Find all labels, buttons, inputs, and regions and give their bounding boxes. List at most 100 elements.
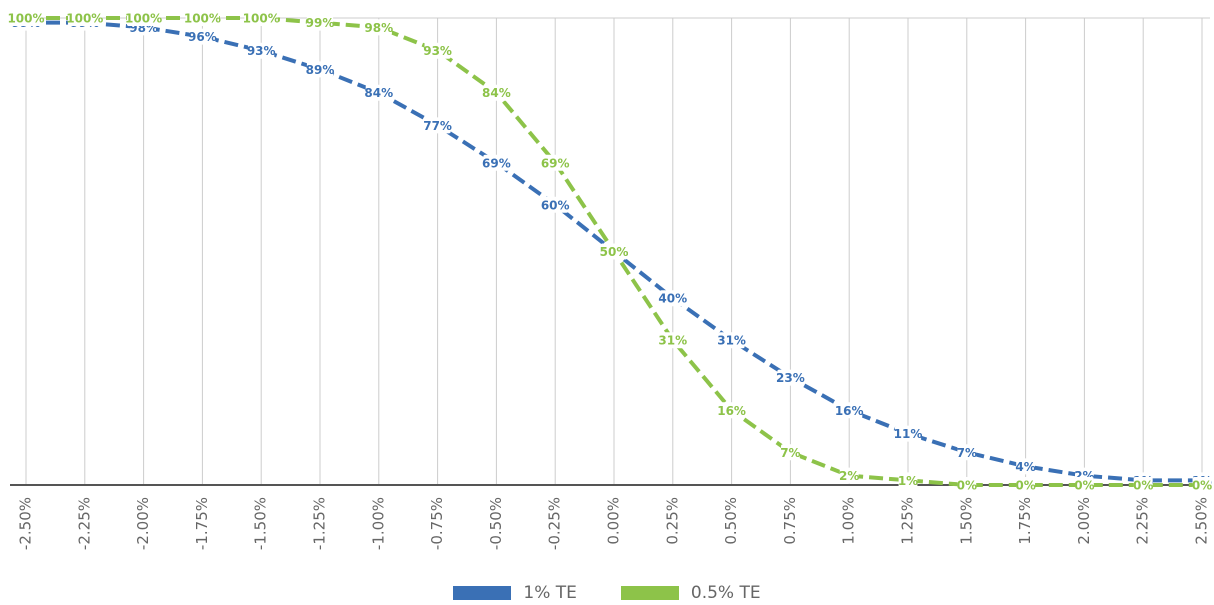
legend-item-0-5pct-te[interactable]: 0.5% TE	[620, 583, 761, 603]
data-label: 89%	[306, 63, 335, 77]
data-label: 31%	[717, 334, 746, 348]
data-label-bg	[542, 196, 569, 213]
data-label: 7%	[957, 446, 977, 460]
data-label: 98%	[364, 21, 393, 35]
data-label-bg	[365, 19, 392, 36]
x-tick-label: 0.50%	[722, 497, 740, 545]
data-label-bg	[424, 117, 451, 134]
data-label: 1%	[898, 474, 918, 488]
legend-label-0-5pct-te: 0.5% TE	[690, 583, 761, 603]
data-label-bg	[957, 477, 977, 493]
data-label-bg	[9, 10, 43, 26]
data-label: 7%	[780, 446, 800, 460]
data-label-bg	[1016, 477, 1035, 493]
data-label-bg	[185, 10, 220, 26]
legend-label-1pct-te: 1% TE	[523, 583, 577, 603]
data-label: 4%	[1015, 460, 1035, 474]
data-label: 93%	[423, 44, 452, 58]
data-label-bg	[781, 444, 800, 461]
data-label-bg	[659, 332, 686, 349]
data-label-bg	[483, 84, 510, 101]
x-tick-label: -0.25%	[546, 497, 564, 550]
data-label-bg	[365, 84, 392, 101]
legend: 1% TE 0.5% TE	[0, 583, 1214, 603]
data-label: 60%	[541, 198, 570, 212]
data-label-bg	[718, 332, 745, 349]
data-label: 50%	[600, 245, 629, 259]
data-label: 16%	[717, 404, 746, 418]
x-tick-label: 0.00%	[605, 497, 623, 545]
data-label-bg	[894, 425, 922, 442]
x-tick-label: -0.50%	[487, 497, 505, 550]
data-label-bg	[600, 243, 628, 260]
data-label: 2%	[839, 469, 859, 483]
x-tick-label: 1.25%	[899, 497, 917, 545]
data-label-bg	[424, 42, 451, 59]
data-label-bg	[244, 10, 278, 26]
data-label: 93%	[247, 44, 276, 58]
x-tick-label: 2.50%	[1193, 497, 1211, 545]
data-label: 31%	[658, 334, 687, 348]
data-label: 100%	[7, 12, 44, 26]
data-label-bg	[1192, 477, 1212, 493]
data-label-bg	[483, 154, 510, 171]
x-tick-label: 1.50%	[957, 497, 975, 545]
data-label-bg	[659, 290, 686, 307]
data-label: 84%	[482, 86, 511, 100]
data-label-bg	[306, 14, 334, 31]
data-label: 69%	[541, 156, 570, 170]
data-label: 0%	[1015, 479, 1035, 493]
data-label-bg	[542, 154, 569, 171]
data-label: 16%	[835, 404, 864, 418]
data-label: 23%	[776, 371, 805, 385]
data-label-bg	[957, 444, 977, 461]
x-tick-label: 1.75%	[1016, 497, 1034, 545]
x-tick-label: -1.75%	[193, 497, 211, 550]
data-label: 84%	[364, 86, 393, 100]
data-label: 0%	[1192, 479, 1212, 493]
data-label: 77%	[423, 119, 452, 133]
x-tick-label: 0.75%	[781, 497, 799, 545]
data-label: 100%	[184, 12, 221, 26]
data-label-bg	[1016, 458, 1035, 475]
data-label-bg	[898, 472, 918, 489]
data-label-bg	[1075, 477, 1094, 493]
x-tick-label: -2.00%	[134, 497, 152, 550]
x-tick-label: -2.50%	[17, 497, 35, 550]
data-label: 96%	[188, 30, 217, 44]
data-label-bg	[189, 28, 216, 45]
x-tick-label: -2.25%	[75, 497, 93, 550]
data-label: 40%	[658, 292, 687, 306]
data-label-bg	[1133, 477, 1153, 493]
x-tick-label: 2.25%	[1134, 497, 1152, 545]
data-label-bg	[68, 10, 102, 26]
legend-swatch-1pct-te	[453, 586, 512, 600]
x-tick-label: -1.50%	[252, 497, 270, 550]
data-label: 69%	[482, 156, 511, 170]
x-tick-label: 1.00%	[840, 497, 858, 545]
x-tick-label: 2.00%	[1075, 497, 1093, 545]
data-label-bg	[248, 42, 275, 59]
data-label-bg	[777, 369, 804, 386]
data-label: 99%	[306, 16, 335, 30]
legend-swatch-0-5pct-te	[620, 586, 679, 600]
x-tick-label: -1.25%	[311, 497, 329, 550]
data-label-bg	[839, 467, 859, 484]
data-label: 11%	[894, 427, 923, 441]
data-label: 0%	[1074, 479, 1094, 493]
data-label: 100%	[125, 12, 162, 26]
data-label: 100%	[243, 12, 280, 26]
x-tick-label: -0.75%	[428, 497, 446, 550]
data-label: 100%	[66, 12, 103, 26]
data-label-bg	[718, 402, 745, 419]
data-label-bg	[126, 10, 161, 26]
data-labels: 99%99%98%96%93%89%84%77%69%60%50%40%31%2…	[7, 10, 1212, 493]
data-label-bg	[306, 61, 334, 78]
data-label: 0%	[1133, 479, 1153, 493]
x-tick-label: -1.00%	[369, 497, 387, 550]
legend-item-1pct-te[interactable]: 1% TE	[453, 583, 577, 603]
x-tick-label: 0.25%	[663, 497, 681, 545]
data-label-bg	[836, 402, 863, 419]
data-label: 0%	[957, 479, 977, 493]
